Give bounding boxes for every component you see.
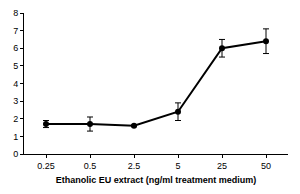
svg-text:0: 0: [13, 149, 18, 159]
svg-text:1: 1: [13, 132, 18, 142]
svg-text:2: 2: [13, 114, 18, 124]
svg-text:25: 25: [217, 161, 227, 171]
svg-text:5: 5: [13, 61, 18, 71]
svg-text:6: 6: [13, 43, 18, 53]
svg-text:3: 3: [13, 96, 18, 106]
svg-text:5: 5: [175, 161, 180, 171]
svg-text:Ethanolic EU extract (ng/ml tr: Ethanolic EU extract (ng/ml treatment me…: [56, 175, 257, 185]
svg-text:50: 50: [261, 161, 271, 171]
svg-text:4: 4: [13, 79, 18, 89]
svg-text:2.5: 2.5: [128, 161, 141, 171]
svg-text:0.25: 0.25: [37, 161, 55, 171]
svg-text:0.5: 0.5: [84, 161, 97, 171]
svg-text:8: 8: [13, 8, 18, 18]
svg-text:7: 7: [13, 26, 18, 36]
